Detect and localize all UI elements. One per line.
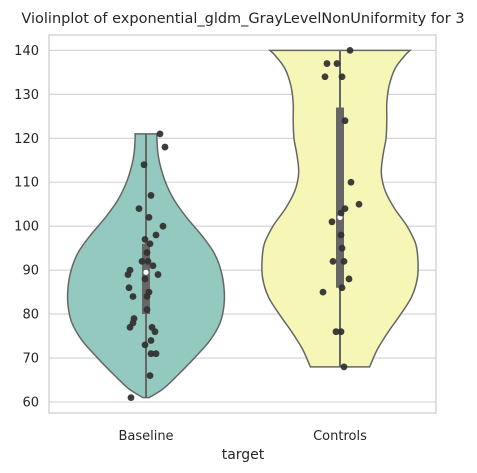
data-point xyxy=(319,288,327,296)
data-point xyxy=(147,192,155,199)
data-point xyxy=(332,328,340,336)
data-point xyxy=(152,350,160,358)
y-tick-label: 130 xyxy=(14,88,39,103)
data-point xyxy=(341,205,349,213)
data-point xyxy=(337,209,345,217)
data-point xyxy=(337,231,345,239)
data-point xyxy=(124,271,132,278)
data-point xyxy=(143,293,151,300)
data-point xyxy=(338,284,346,292)
data-point xyxy=(143,249,151,256)
data-point xyxy=(338,244,346,252)
plot-frame xyxy=(48,34,437,414)
data-point xyxy=(159,222,167,230)
data-point xyxy=(321,73,329,81)
x-tick-label: Baseline xyxy=(118,429,173,444)
y-tick-label: 100 xyxy=(14,220,39,235)
data-point xyxy=(127,394,135,402)
violins xyxy=(66,49,419,399)
data-point xyxy=(337,328,345,336)
median-marker xyxy=(143,269,149,275)
data-point xyxy=(338,73,346,81)
data-point xyxy=(147,350,155,358)
y-tick-label: 70 xyxy=(22,352,39,367)
data-point xyxy=(146,240,154,248)
x-axis-label: target xyxy=(222,447,265,463)
data-point xyxy=(329,257,337,265)
data-point xyxy=(346,46,354,54)
data-point xyxy=(340,257,348,265)
data-point xyxy=(135,205,143,213)
data-point xyxy=(345,275,353,283)
data-point xyxy=(125,284,133,292)
data-point xyxy=(147,337,155,344)
data-point xyxy=(138,257,146,265)
data-point xyxy=(340,363,348,371)
strip-points xyxy=(124,46,363,402)
data-point xyxy=(347,178,355,186)
data-point xyxy=(144,257,152,265)
x-axis-ticks: Baseline Controls xyxy=(118,429,367,444)
data-point xyxy=(154,271,162,278)
data-point xyxy=(156,130,164,138)
data-point xyxy=(143,306,151,314)
x-tick-label: Controls xyxy=(313,429,367,444)
data-point xyxy=(126,323,134,331)
y-axis-ticks: 60 70 80 90 100 110 120 130 140 xyxy=(14,44,39,411)
data-point xyxy=(161,143,169,151)
y-tick-label: 140 xyxy=(14,44,39,59)
data-point xyxy=(323,60,331,67)
data-point xyxy=(140,161,148,169)
data-point xyxy=(152,231,160,239)
y-tick-label: 90 xyxy=(22,264,39,279)
data-point xyxy=(141,235,149,243)
y-tick-label: 110 xyxy=(14,176,39,191)
chart-title: Violinplot of exponential_gldm_GrayLevel… xyxy=(21,11,464,27)
y-tick-label: 120 xyxy=(14,132,39,147)
y-tick-label: 60 xyxy=(22,396,39,411)
data-point xyxy=(141,275,149,283)
data-point xyxy=(151,328,159,336)
data-point xyxy=(341,117,349,125)
data-point xyxy=(129,293,137,300)
iqr-box xyxy=(336,107,344,288)
data-point xyxy=(328,218,336,226)
data-point xyxy=(355,200,363,208)
data-point xyxy=(141,341,149,349)
data-point xyxy=(149,262,157,270)
y-tick-label: 80 xyxy=(22,308,39,323)
data-point xyxy=(145,214,153,221)
data-point xyxy=(146,372,154,380)
data-point xyxy=(333,60,341,67)
